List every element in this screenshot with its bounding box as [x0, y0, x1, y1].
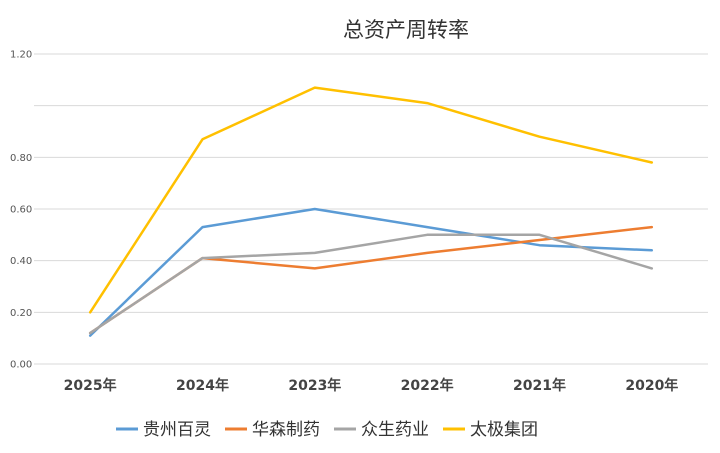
legend-label: 太极集团 [470, 420, 538, 440]
legend: 贵州百灵 华森制药 众生药业 太极集团 [116, 420, 538, 440]
x-tick-label: 2023年 [288, 377, 341, 394]
series-line [88, 207, 654, 337]
y-tick-label: 0.80 [10, 153, 32, 164]
y-tick-label: 0.00 [10, 360, 32, 371]
y-axis-ticks: 0.00 0.20 0.40 0.60 0.80 1.20 [10, 50, 32, 371]
chart-title: 总资产周转率 [343, 18, 469, 42]
legend-label: 众生药业 [361, 420, 429, 440]
x-tick-label: 2021年 [513, 377, 566, 394]
grid-lines [34, 53, 708, 365]
x-tick-label: 2024年 [176, 377, 229, 394]
legend-label: 华森制药 [252, 420, 320, 440]
x-axis-ticks: 2025年 2024年 2023年 2022年 2021年 2020年 [64, 377, 679, 394]
y-tick-label: 0.60 [10, 205, 32, 216]
x-tick-label: 2020年 [625, 377, 678, 394]
y-tick-label: 0.40 [10, 256, 32, 267]
series-lines [88, 86, 654, 337]
legend-label: 贵州百灵 [143, 420, 211, 440]
series-line [88, 86, 654, 314]
x-tick-label: 2022年 [401, 377, 454, 394]
y-tick-label: 1.20 [10, 50, 32, 61]
x-tick-label: 2025年 [64, 377, 117, 394]
y-tick-label: 0.20 [10, 308, 32, 319]
series-line [88, 233, 654, 335]
